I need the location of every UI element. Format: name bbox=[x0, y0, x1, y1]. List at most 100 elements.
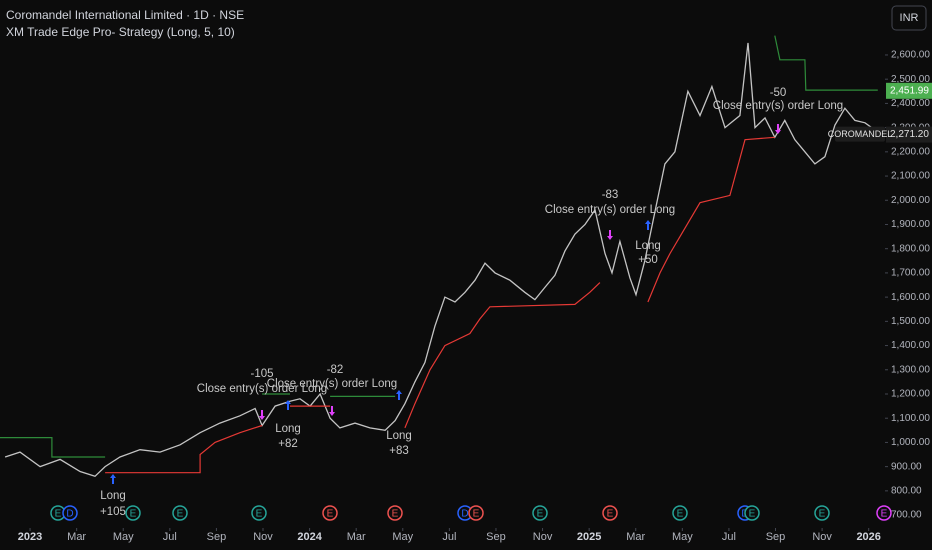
trade-arrow bbox=[259, 410, 265, 420]
trade-annotation: -105 bbox=[250, 368, 273, 380]
stop-price-label: 2,451.99 bbox=[890, 85, 929, 96]
y-tick-label: 2,000.00 bbox=[891, 195, 930, 206]
event-label: E bbox=[537, 509, 544, 520]
event-label: E bbox=[130, 509, 137, 520]
x-tick-label: Mar bbox=[626, 531, 645, 543]
price-line bbox=[4, 42, 876, 478]
trade-annotation: Close entry(s) order Long bbox=[545, 204, 675, 216]
y-tick-label: 1,300.00 bbox=[891, 364, 930, 375]
trade-arrow bbox=[285, 400, 291, 410]
trade-annotation: Close entry(s) order Long bbox=[197, 383, 327, 395]
trade-arrow bbox=[396, 390, 402, 400]
x-tick-label: Sep bbox=[766, 531, 786, 543]
event-badge bbox=[387, 505, 403, 521]
stop-line bbox=[0, 35, 878, 458]
y-tick-label: 1,200.00 bbox=[891, 389, 930, 400]
trade-annotation: Long bbox=[635, 240, 661, 252]
event-badge bbox=[672, 505, 688, 521]
currency-label: INR bbox=[900, 12, 919, 24]
y-tick-label: 900.00 bbox=[891, 461, 922, 472]
y-tick-label: 1,700.00 bbox=[891, 268, 930, 279]
x-tick-label: May bbox=[672, 531, 693, 543]
trade-arrow bbox=[775, 124, 781, 134]
x-tick-label: Jul bbox=[163, 531, 177, 543]
x-tick-label: 2025 bbox=[577, 531, 601, 543]
x-tick-label: Nov bbox=[533, 531, 553, 543]
trade-annotation: Long bbox=[100, 490, 126, 502]
event-label: E bbox=[749, 509, 756, 520]
x-tick-label: Nov bbox=[812, 531, 832, 543]
y-tick-label: 700.00 bbox=[891, 510, 922, 521]
x-tick-label: Nov bbox=[253, 531, 273, 543]
event-label: E bbox=[327, 509, 334, 520]
event-label: D bbox=[461, 509, 468, 520]
event-badge bbox=[602, 505, 618, 521]
trade-annotation: Long bbox=[386, 430, 412, 442]
indicator-title: XM Trade Edge Pro- Strategy (Long, 5, 10… bbox=[6, 25, 235, 39]
trade-annotation: Close entry(s) order Long bbox=[267, 378, 397, 390]
last-price-label: 2,271.20 bbox=[890, 129, 929, 140]
symbol-label: COROMANDEL bbox=[828, 129, 893, 139]
event-label: E bbox=[55, 509, 62, 520]
last-price-box bbox=[886, 126, 932, 143]
x-tick-label: Mar bbox=[347, 531, 366, 543]
y-tick-label: 1,500.00 bbox=[891, 316, 930, 327]
trade-annotation: -50 bbox=[770, 87, 787, 99]
y-tick-label: 1,400.00 bbox=[891, 340, 930, 351]
trade-arrow bbox=[607, 230, 613, 240]
event-label: E bbox=[881, 509, 888, 520]
y-tick-label: 2,600.00 bbox=[891, 50, 930, 61]
y-tick-label: 1,000.00 bbox=[891, 437, 930, 448]
event-badge bbox=[814, 505, 830, 521]
trade-annotation: Close entry(s) order Long bbox=[713, 100, 843, 112]
y-tick-label: 1,600.00 bbox=[891, 292, 930, 303]
x-tick-label: Sep bbox=[486, 531, 506, 543]
event-label: E bbox=[819, 509, 826, 520]
x-tick-label: May bbox=[113, 531, 134, 543]
event-label: E bbox=[473, 509, 480, 520]
event-label: E bbox=[607, 509, 614, 520]
event-badge bbox=[172, 505, 188, 521]
x-tick-label: 2024 bbox=[297, 531, 322, 543]
currency-button[interactable] bbox=[891, 5, 927, 31]
y-tick-label: 2,100.00 bbox=[891, 171, 930, 182]
trade-annotation: +83 bbox=[389, 445, 409, 457]
trade-annotation: +82 bbox=[278, 438, 298, 450]
symbol-box bbox=[835, 126, 885, 142]
y-tick-label: 2,500.00 bbox=[891, 74, 930, 85]
trade-annotation: +50 bbox=[638, 254, 658, 266]
x-tick-label: 2026 bbox=[856, 531, 880, 543]
y-tick-label: 2,400.00 bbox=[891, 98, 930, 109]
trade-annotation: Long bbox=[275, 423, 301, 435]
y-tick-label: 800.00 bbox=[891, 485, 922, 496]
trade-arrow bbox=[329, 406, 335, 416]
event-label: D bbox=[66, 509, 73, 520]
event-label: E bbox=[392, 509, 399, 520]
event-badge bbox=[876, 505, 892, 521]
x-tick-label: 2023 bbox=[18, 531, 42, 543]
trade-arrow bbox=[645, 220, 651, 230]
trade-annotation: -82 bbox=[327, 364, 344, 376]
event-badge bbox=[744, 505, 760, 521]
event-badge bbox=[62, 505, 78, 521]
x-tick-label: Sep bbox=[207, 531, 227, 543]
y-tick-label: 1,900.00 bbox=[891, 219, 930, 230]
event-label: E bbox=[177, 509, 184, 520]
x-tick-label: Jul bbox=[722, 531, 736, 543]
event-label: E bbox=[677, 509, 684, 520]
x-tick-label: Jul bbox=[442, 531, 456, 543]
trade-annotation: -83 bbox=[602, 189, 619, 201]
y-tick-label: 1,100.00 bbox=[891, 413, 930, 424]
symbol-title: Coromandel International Limited · 1D · … bbox=[6, 8, 244, 22]
event-badge bbox=[532, 505, 548, 521]
event-badge bbox=[125, 505, 141, 521]
trade-arrow bbox=[110, 474, 116, 484]
x-tick-label: May bbox=[392, 531, 413, 543]
y-tick-label: 1,800.00 bbox=[891, 243, 930, 254]
event-badge bbox=[322, 505, 338, 521]
event-badge bbox=[251, 505, 267, 521]
event-label: E bbox=[256, 509, 263, 520]
y-tick-label: 2,200.00 bbox=[891, 146, 930, 157]
